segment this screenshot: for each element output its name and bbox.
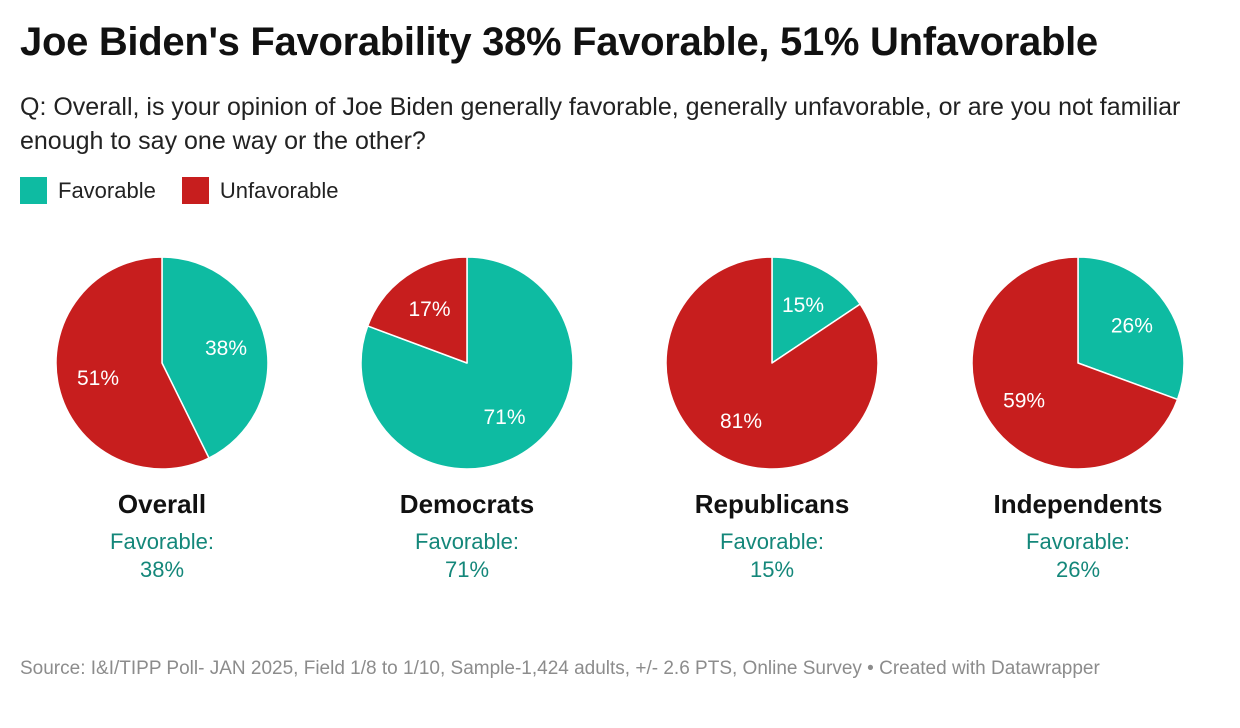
pie-label-favorable-independents: 26% xyxy=(1111,314,1153,337)
pie-slice-unfavorable-democrats xyxy=(366,256,468,364)
pie-label-unfavorable-democrats: 17% xyxy=(408,298,450,321)
pie-chart-overall: 38% 51% xyxy=(55,256,269,470)
legend-label-unfavorable: Unfavorable xyxy=(219,177,339,203)
group-name-democrats: Democrats xyxy=(399,489,535,519)
pie-label-favorable-republicans: 15% xyxy=(782,294,824,317)
legend-item-unfavorable: Unfavorable xyxy=(181,177,339,204)
group-name-republicans: Republicans xyxy=(694,489,850,519)
favorable-caption-independents: Favorable: 26% xyxy=(1008,528,1148,584)
source-note: Source: I&I/TIPP Poll- JAN 2025, Field 1… xyxy=(20,658,1100,679)
favorable-caption-republicans: Favorable: 15% xyxy=(702,528,842,584)
pie-label-unfavorable-republicans: 81% xyxy=(720,410,762,433)
group-name-independents: Independents xyxy=(993,489,1163,519)
favorable-caption-value: 15% xyxy=(749,557,795,582)
pie-slice-unfavorable-republicans xyxy=(665,256,879,470)
favorable-caption-label: Favorable: xyxy=(110,529,214,554)
favorable-caption-label: Favorable: xyxy=(720,529,824,554)
favorable-caption-democrats: Favorable: 71% xyxy=(397,528,537,584)
legend: Favorable Unfavorable xyxy=(20,177,364,204)
pie-label-unfavorable-overall: 51% xyxy=(77,367,119,390)
legend-label-favorable: Favorable xyxy=(58,177,156,203)
chart-title: Joe Biden's Favorability 38% Favorable, … xyxy=(20,20,1098,64)
group-name-overall: Overall xyxy=(117,489,207,519)
favorable-caption-label: Favorable: xyxy=(1026,529,1130,554)
pie-slice-unfavorable-overall xyxy=(55,256,210,470)
pie-slice-favorable-overall xyxy=(161,256,269,459)
pie-label-favorable-overall: 38% xyxy=(205,337,247,360)
favorable-caption-value: 38% xyxy=(139,557,185,582)
favorable-caption-overall: Favorable: 38% xyxy=(92,528,232,584)
pie-label-favorable-democrats: 71% xyxy=(483,406,525,429)
pie-panel-overall: 38% 51% Overall Favorable: 38% xyxy=(32,255,292,605)
pie-panel-democrats: 71% 17% Democrats Favorable: 71% xyxy=(337,255,597,605)
favorable-caption-label: Favorable: xyxy=(415,529,519,554)
pie-slice-favorable-independents xyxy=(1077,256,1185,401)
chart-subtitle: Q: Overall, is your opinion of Joe Biden… xyxy=(20,93,1181,155)
legend-swatch-unfavorable xyxy=(181,177,209,204)
pie-slice-favorable-republicans xyxy=(771,256,861,364)
pie-chart-independents: 26% 59% xyxy=(971,256,1185,470)
pie-charts-area: 38% 51% Overall Favorable: 38% 71% 17% Dem… xyxy=(0,255,1240,615)
pie-chart-republicans: 15% 81% xyxy=(665,256,879,470)
pie-panel-independents: 26% 59% Independents Favorable: 26% xyxy=(948,255,1208,605)
legend-swatch-favorable xyxy=(20,177,47,204)
favorable-caption-value: 26% xyxy=(1055,557,1101,582)
pie-slice-unfavorable-independents xyxy=(971,256,1179,470)
legend-item-favorable: Favorable xyxy=(20,177,156,204)
pie-panel-republicans: 15% 81% Republicans Favorable: 15% xyxy=(642,255,902,605)
favorable-caption-value: 71% xyxy=(444,557,490,582)
pie-label-unfavorable-independents: 59% xyxy=(1003,390,1045,413)
pie-chart-democrats: 71% 17% xyxy=(360,256,574,470)
